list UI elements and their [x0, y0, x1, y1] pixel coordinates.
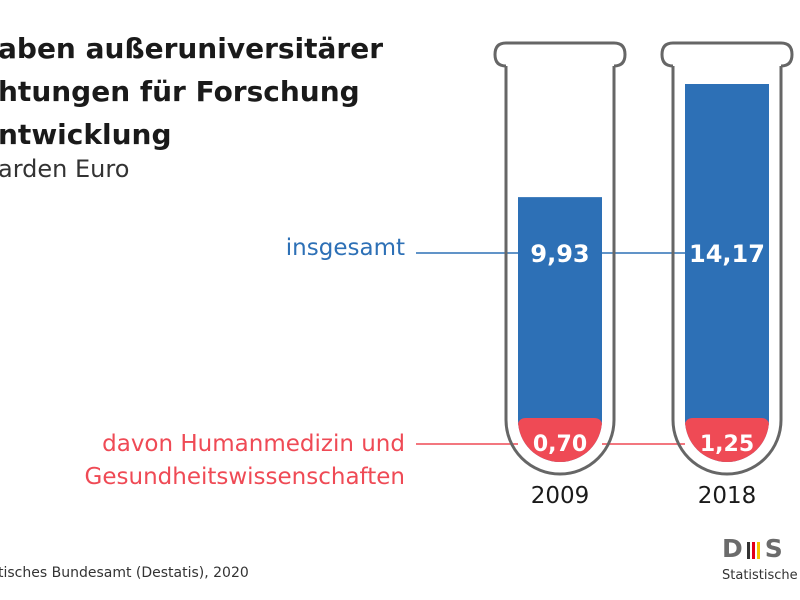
- title-line-1: aben außeruniversitärer: [0, 32, 384, 65]
- legend-health-line-1: davon Humanmedizin und: [102, 431, 405, 457]
- bar-total-2009: [518, 197, 602, 462]
- label-total-2009: 9,93: [530, 240, 589, 268]
- label-total-2018: 14,17: [689, 240, 765, 268]
- tube-lip-2018: [660, 41, 794, 68]
- title-line-2: htungen für Forschung: [0, 75, 360, 108]
- legend-health-line-2: Gesundheitswissenschaften: [84, 464, 405, 490]
- bar-health-2018: [685, 418, 769, 462]
- bar-health-2009: [518, 418, 602, 462]
- tube-outline-2018: [671, 66, 783, 476]
- legend-health-label: davon Humanmedizin und Gesundheitswissen…: [85, 428, 405, 494]
- source-note: tisches Bundesamt (Destatis), 2020: [0, 565, 249, 581]
- logo-bars-icon: [746, 537, 762, 565]
- bar-total-2018: [685, 84, 769, 462]
- title-line-3: ntwicklung: [0, 118, 172, 151]
- label-health-2009: 0,70: [533, 432, 587, 457]
- chart-subtitle: arden Euro: [0, 155, 130, 183]
- logo-text: Statistische: [722, 568, 798, 583]
- category-label-2018: 2018: [698, 483, 757, 509]
- label-health-2018: 1,25: [700, 432, 754, 457]
- tube-lip-2009: [493, 41, 627, 68]
- category-label-2009: 2009: [531, 483, 590, 509]
- legend-total-label: insgesamt: [285, 235, 405, 261]
- chart-title: aben außeruniversitärer htungen für Fors…: [0, 27, 383, 156]
- tube-outline-2009: [504, 66, 616, 476]
